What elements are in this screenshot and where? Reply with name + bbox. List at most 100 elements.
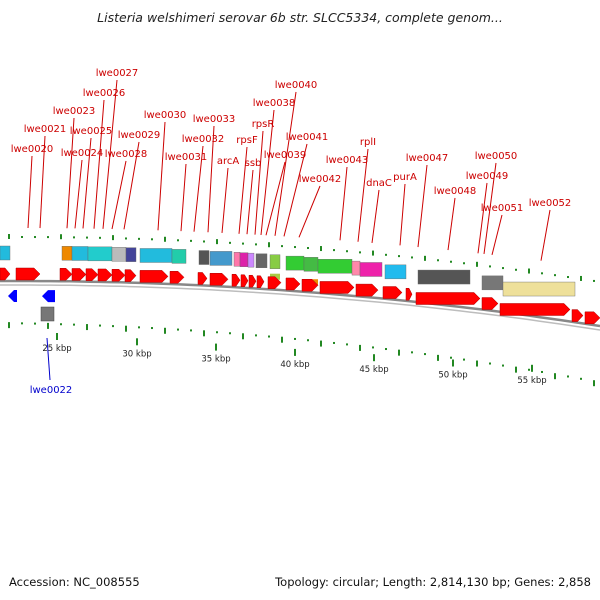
inner-tick (203, 330, 205, 337)
inner-tick (489, 362, 491, 365)
label-leader-line (46, 337, 51, 381)
outer-tick (164, 236, 166, 242)
label-leader-line (180, 163, 187, 232)
forward-gene-arrow (59, 268, 73, 281)
cog-block (351, 260, 361, 276)
label-leader-line (371, 189, 380, 243)
label-leader-line (157, 121, 166, 231)
cog-block (198, 250, 210, 265)
gene-label-lwe0031: lwe0031 (165, 152, 208, 163)
label-leader-line (477, 182, 488, 254)
outer-tick (73, 236, 75, 239)
outer-tick (47, 236, 49, 239)
inner-tick (60, 323, 62, 326)
accession-text: Accession: NC_008555 (9, 575, 140, 589)
cog-block (71, 246, 89, 261)
forward-gene-arrow (169, 271, 185, 284)
outer-tick (112, 235, 114, 241)
gene-label-purA: purA (393, 172, 417, 183)
label-leader-line (82, 137, 92, 229)
inner-tick (385, 348, 387, 351)
kbp-major-tick (136, 338, 138, 346)
cog-block (111, 247, 127, 262)
inner-tick (151, 327, 153, 330)
gene-arrow-layer (0, 267, 600, 325)
forward-gene-arrow (355, 283, 379, 297)
kbp-scale-label: 40 kbp (280, 360, 309, 370)
outer-tick (437, 259, 439, 262)
kbp-major-tick (294, 348, 296, 356)
gene-label-lwe0041: lwe0041 (286, 132, 329, 143)
inner-tick (112, 325, 114, 328)
gene-label-lwe0025: lwe0025 (70, 126, 113, 137)
inner-tick (476, 360, 478, 367)
gene-label-lwe0026: lwe0026 (83, 88, 126, 99)
outer-tick (463, 262, 465, 265)
forward-gene-arrow (124, 269, 137, 282)
inner-tick (502, 364, 504, 367)
inner-tick (398, 349, 400, 356)
gene-label-lwe0022: lwe0022 (30, 385, 73, 396)
cog-block (384, 264, 407, 280)
gene-label-lwe0042: lwe0042 (299, 174, 342, 185)
inner-tick (463, 358, 465, 361)
outer-tick (359, 251, 361, 254)
gene-label-lwe0032: lwe0032 (182, 134, 225, 145)
inner-tick (86, 324, 88, 331)
inner-tick (307, 339, 309, 342)
forward-gene-arrow (197, 272, 208, 285)
forward-gene-arrow (584, 311, 600, 325)
label-leader-line (193, 145, 204, 232)
inner-tick (21, 322, 23, 325)
outer-tick (281, 245, 283, 248)
gene-label-lwe0047: lwe0047 (406, 153, 449, 164)
outer-tick (60, 234, 62, 240)
gene-label-lwe0021: lwe0021 (24, 124, 67, 135)
outer-tick (320, 246, 322, 252)
kbp-major-tick (452, 359, 454, 367)
label-leader-line (93, 99, 105, 229)
inner-tick (216, 331, 218, 334)
cog-block (239, 252, 249, 267)
label-leader-line (265, 161, 286, 236)
inner-tick (359, 344, 361, 351)
cog-block (61, 246, 73, 261)
inner-tick (281, 336, 283, 343)
inner-tick (99, 324, 101, 327)
outer-tick (333, 249, 335, 252)
forward-gene-arrow (0, 267, 11, 281)
outer-tick (242, 242, 244, 245)
outer-tick (268, 242, 270, 248)
reverse-gene-arrow (42, 290, 55, 303)
kbp-major-tick (373, 354, 375, 362)
gene-label-lwe0039: lwe0039 (264, 150, 307, 161)
gene-label-rpsR: rpsR (252, 119, 275, 130)
label-leader-line (74, 159, 83, 229)
label-leader-line (339, 166, 348, 241)
gene-label-lwe0050: lwe0050 (475, 151, 518, 162)
kbp-scale-label: 50 kbp (438, 371, 467, 381)
label-leader-line (274, 91, 297, 236)
label-leader-line (246, 169, 254, 235)
cog-block (209, 251, 233, 266)
forward-gene-arrow (405, 287, 413, 301)
gene-label-lwe0028: lwe0028 (105, 149, 148, 160)
inner-tick (242, 333, 244, 340)
outer-tick (450, 260, 452, 263)
inner-tick (268, 335, 270, 338)
forward-gene-arrow (319, 281, 355, 294)
kbp-major-tick (215, 343, 217, 351)
outer-tick (346, 250, 348, 253)
forward-gene-arrow (256, 275, 265, 288)
cog-block (481, 275, 504, 291)
inner-tick (138, 326, 140, 329)
label-leader-line (357, 148, 369, 242)
label-leader-line (39, 135, 46, 229)
kbp-scale-label: 55 kbp (517, 376, 546, 386)
forward-gene-arrow (209, 273, 229, 286)
cog-block (417, 269, 471, 285)
kbp-scale-label: 30 kbp (122, 349, 151, 359)
inner-tick (372, 346, 374, 349)
forward-gene-arrow (571, 309, 584, 322)
